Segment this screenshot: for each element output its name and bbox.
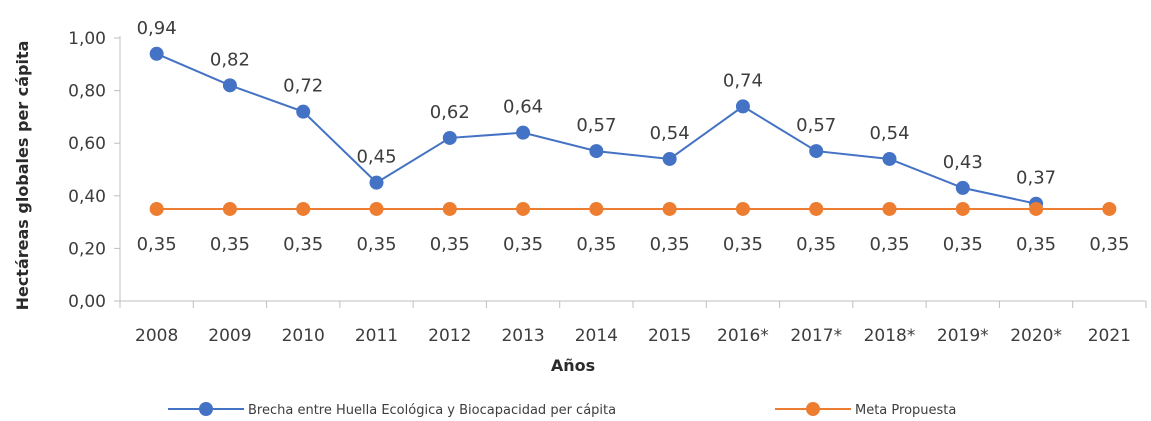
data-point [149,201,164,216]
data-point [1102,201,1117,216]
x-tick-label: 2020* [1010,326,1062,346]
y-tick-label: 0,40 [68,187,106,207]
x-tick-label: 2019* [937,326,989,346]
data-label: 0,35 [723,234,763,255]
data-point [442,130,457,145]
data-label: 0,54 [650,123,690,144]
y-tick-label: 0,20 [68,239,106,259]
x-tick-label: 2014 [575,326,618,346]
data-label: 0,35 [943,234,983,255]
data-point [882,151,897,166]
data-point [149,46,164,61]
legend-marker [806,402,820,416]
data-point [735,201,750,216]
legend-item-1: Brecha entre Huella Ecológica y Biocapac… [168,402,616,418]
legend-label: Brecha entre Huella Ecológica y Biocapac… [248,403,616,418]
data-label: 0,62 [430,102,470,123]
data-point [222,78,237,93]
x-axis-title: Años [551,356,595,375]
data-point [222,201,237,216]
series-layer: 0,94 0,82 0,72 0,45 0,62 0,64 0,57 0,54 0,74 0,57… [137,18,1130,255]
legend: Brecha entre Huella Ecológica y Biocapac… [168,402,956,418]
data-label: 0,45 [356,147,396,168]
x-tick-label: 2017* [790,326,842,346]
y-tick-label: 1,00 [68,29,106,49]
data-point [442,201,457,216]
legend-label: Meta Propuesta [855,403,956,418]
data-label: 0,35 [283,234,323,255]
y-axis: 0,00 0,20 0,40 0,60 0,80 1,00 [68,29,121,312]
data-label: 0,43 [943,152,983,173]
data-point [955,201,970,216]
data-point [955,180,970,195]
data-point [296,201,311,216]
data-point [662,151,677,166]
data-label: 0,37 [1016,168,1056,189]
data-label: 0,57 [576,115,616,136]
data-label: 0,74 [723,70,763,91]
data-label: 0,35 [430,234,470,255]
x-tick-label: 2016* [717,326,769,346]
x-tick-label: 2009 [208,326,251,346]
data-point [369,201,384,216]
data-label: 0,35 [869,234,909,255]
series-2: 0,35 0,35 0,35 0,35 0,35 0,35 0,35 0,35 0,35 0,35… [137,201,1129,255]
data-point [516,201,531,216]
data-label: 0,35 [1089,234,1129,255]
data-label: 0,57 [796,115,836,136]
data-point [1029,201,1044,216]
data-point [882,201,897,216]
y-tick-label: 0,00 [68,292,106,312]
y-tick-label: 0,80 [68,82,106,102]
data-point [809,144,824,159]
series-1: 0,94 0,82 0,72 0,45 0,62 0,64 0,57 0,54 0,74 0,57… [137,18,1056,211]
data-label: 0,82 [210,49,250,70]
legend-item-2: Meta Propuesta [775,402,956,418]
data-point [589,144,604,159]
data-label: 0,35 [576,234,616,255]
data-point [809,201,824,216]
data-label: 0,35 [137,234,177,255]
x-tick-label: 2010 [282,326,325,346]
data-label: 0,35 [1016,234,1056,255]
data-point [589,201,604,216]
x-tick-label: 2008 [135,326,178,346]
x-axis: 2008 2009 2010 2011 2012 2013 2014 2015 2016* 201… [119,300,1147,346]
data-label: 0,72 [283,76,323,97]
x-tick-label: 2013 [501,326,544,346]
data-point [735,99,750,114]
data-label: 0,94 [137,18,177,39]
data-point [662,201,677,216]
x-tick-label: 2012 [428,326,471,346]
x-tick-label: 2011 [355,326,398,346]
data-point [296,104,311,119]
data-label: 0,35 [796,234,836,255]
legend-marker [199,402,213,416]
x-tick-label: 2015 [648,326,691,346]
data-point [369,175,384,190]
data-label: 0,64 [503,97,543,118]
y-tick-label: 0,60 [68,134,106,154]
data-label: 0,35 [650,234,690,255]
data-label: 0,35 [503,234,543,255]
x-tick-label: 2021 [1088,326,1131,346]
data-label: 0,35 [210,234,250,255]
y-axis-title: Hectáreas globales per cápita [13,41,32,311]
data-label: 0,54 [869,123,909,144]
data-point [516,125,531,140]
x-tick-label: 2018* [864,326,916,346]
data-label: 0,35 [356,234,396,255]
